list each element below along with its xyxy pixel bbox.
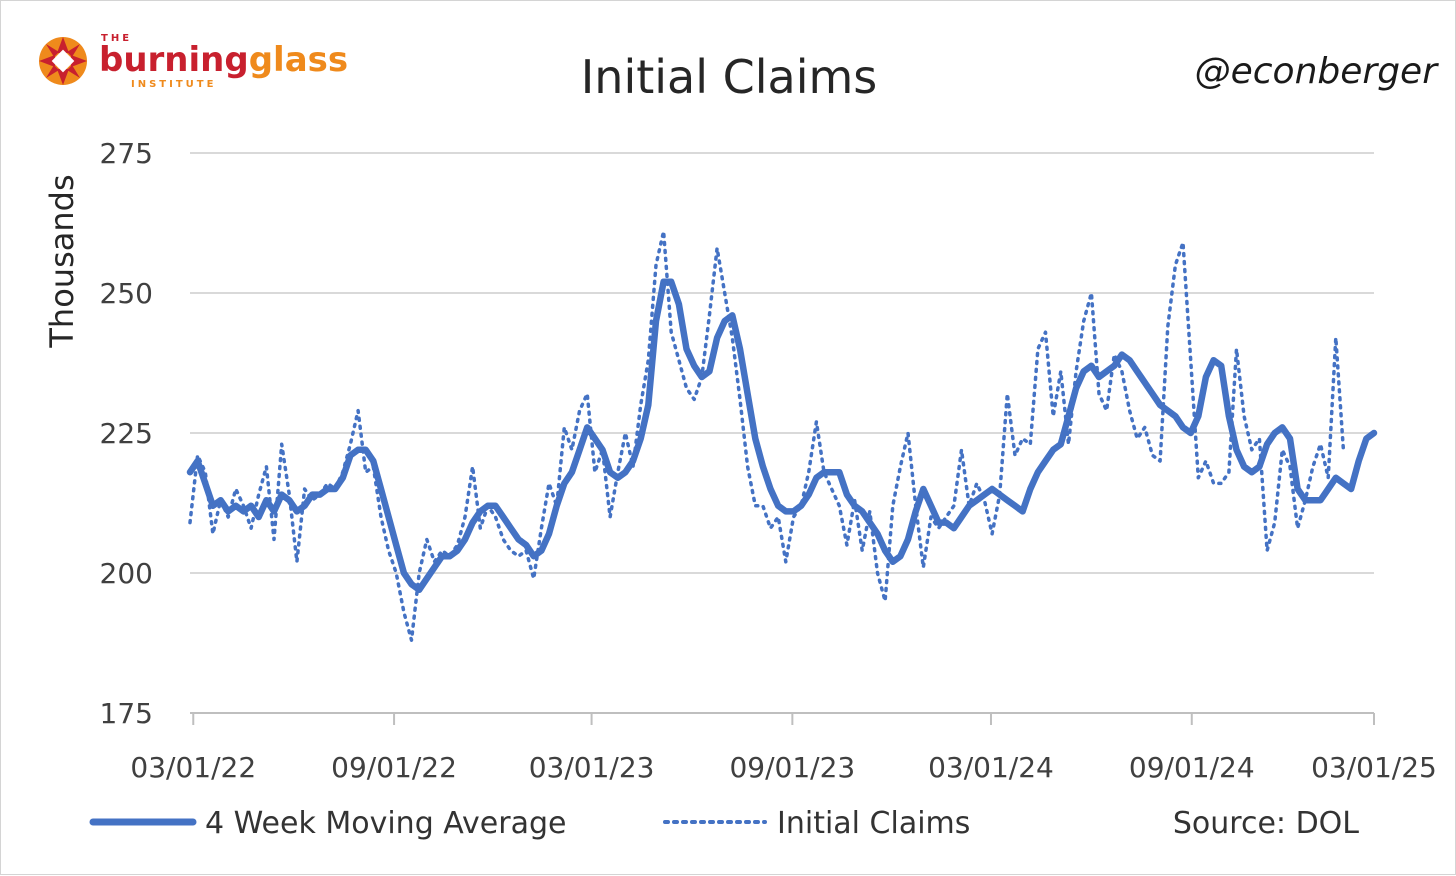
author-handle: @econberger	[1195, 51, 1440, 92]
series-initial-claims	[188, 229, 1346, 642]
burning-glass-logo: THE burningglass INSTITUTE	[39, 33, 348, 90]
series-moving-average	[186, 278, 1378, 594]
logo-the: THE	[101, 33, 132, 44]
chart-title: Initial Claims	[581, 50, 878, 104]
logo-institute: INSTITUTE	[131, 79, 216, 90]
legend-ic-label: Initial Claims	[777, 806, 970, 841]
logo-wordmark: burningglass	[99, 40, 348, 80]
sun-icon	[39, 37, 87, 85]
x-tick-label: 03/01/25	[1311, 751, 1437, 784]
y-tick-label: 175	[100, 697, 153, 730]
y-tick-label: 250	[100, 277, 153, 310]
logo-glass: glass	[249, 40, 348, 80]
y-axis-ticks: 175 200 225 250 275	[100, 137, 153, 730]
source-note: Source: DOL	[1173, 806, 1359, 841]
x-axis: 03/01/22 09/01/22 03/01/23 09/01/23 03/01/24…	[130, 712, 1437, 784]
y-tick-label: 200	[100, 557, 153, 590]
y-tick-label: 275	[100, 137, 153, 170]
logo-burning: burning	[99, 40, 249, 80]
series-layer	[186, 229, 1378, 642]
x-tick-label: 03/01/24	[928, 751, 1054, 784]
x-tick-label: 09/01/22	[331, 751, 457, 784]
x-tick-label: 03/01/23	[529, 751, 655, 784]
x-tick-label: 09/01/23	[729, 751, 855, 784]
y-axis-label: Thousands	[43, 174, 81, 348]
x-tick-label: 03/01/22	[130, 751, 256, 784]
x-tick-label: 09/01/24	[1129, 751, 1255, 784]
legend-ma-label: 4 Week Moving Average	[205, 806, 566, 841]
y-tick-label: 225	[100, 417, 153, 450]
legend: 4 Week Moving Average Initial Claims Sou…	[89, 806, 1359, 841]
gridlines	[190, 152, 1374, 574]
